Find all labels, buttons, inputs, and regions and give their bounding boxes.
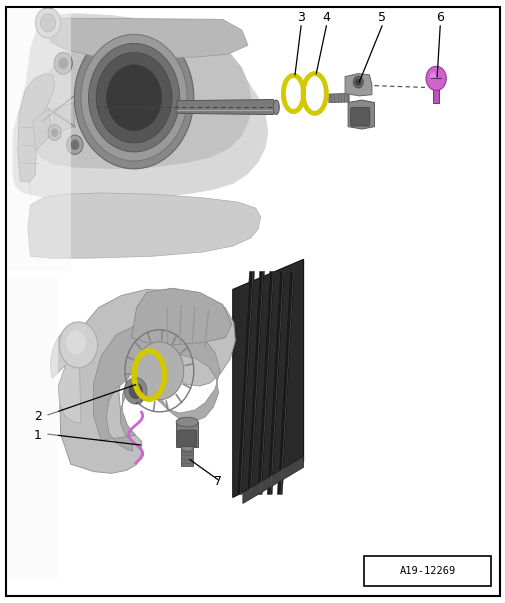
Polygon shape bbox=[347, 100, 374, 129]
Ellipse shape bbox=[273, 100, 279, 115]
Circle shape bbox=[352, 76, 363, 88]
Text: 7: 7 bbox=[213, 475, 221, 488]
Circle shape bbox=[135, 342, 183, 400]
Circle shape bbox=[58, 57, 68, 69]
Polygon shape bbox=[176, 422, 198, 447]
Circle shape bbox=[88, 43, 179, 152]
Polygon shape bbox=[53, 103, 75, 133]
Polygon shape bbox=[28, 193, 260, 258]
Polygon shape bbox=[50, 326, 81, 423]
Circle shape bbox=[48, 125, 61, 140]
Polygon shape bbox=[93, 321, 220, 451]
Polygon shape bbox=[177, 99, 275, 115]
Polygon shape bbox=[242, 456, 303, 504]
Circle shape bbox=[59, 322, 97, 368]
Polygon shape bbox=[8, 9, 71, 271]
Circle shape bbox=[70, 139, 79, 150]
Text: 2: 2 bbox=[34, 409, 42, 423]
Circle shape bbox=[429, 72, 435, 80]
Ellipse shape bbox=[176, 417, 198, 427]
Circle shape bbox=[74, 27, 193, 169]
Polygon shape bbox=[28, 30, 251, 199]
FancyBboxPatch shape bbox=[350, 107, 369, 126]
Polygon shape bbox=[257, 271, 274, 494]
Polygon shape bbox=[328, 93, 348, 103]
Polygon shape bbox=[60, 289, 235, 473]
Circle shape bbox=[96, 52, 172, 143]
Circle shape bbox=[54, 52, 72, 74]
Circle shape bbox=[40, 14, 56, 32]
Polygon shape bbox=[131, 288, 231, 345]
Polygon shape bbox=[181, 447, 193, 466]
Circle shape bbox=[106, 65, 162, 131]
Polygon shape bbox=[344, 74, 371, 96]
Polygon shape bbox=[232, 259, 303, 497]
Polygon shape bbox=[33, 109, 53, 151]
Text: 3: 3 bbox=[296, 11, 305, 24]
Polygon shape bbox=[50, 18, 247, 57]
Text: 4: 4 bbox=[322, 11, 330, 24]
Circle shape bbox=[66, 330, 86, 355]
Polygon shape bbox=[267, 271, 284, 494]
FancyBboxPatch shape bbox=[177, 430, 196, 447]
Polygon shape bbox=[236, 271, 254, 494]
Polygon shape bbox=[8, 277, 58, 579]
Text: 5: 5 bbox=[377, 11, 385, 24]
Polygon shape bbox=[13, 13, 268, 259]
Text: 1: 1 bbox=[34, 429, 42, 442]
Circle shape bbox=[35, 8, 61, 38]
Circle shape bbox=[425, 66, 445, 90]
Polygon shape bbox=[246, 271, 264, 494]
Text: A19-12269: A19-12269 bbox=[398, 566, 455, 576]
FancyBboxPatch shape bbox=[364, 556, 490, 586]
Circle shape bbox=[124, 377, 146, 404]
Polygon shape bbox=[432, 86, 438, 103]
Circle shape bbox=[355, 78, 361, 86]
Circle shape bbox=[51, 128, 58, 137]
Text: 6: 6 bbox=[435, 11, 443, 24]
Circle shape bbox=[81, 34, 187, 161]
Ellipse shape bbox=[181, 444, 193, 451]
Polygon shape bbox=[277, 271, 294, 494]
Polygon shape bbox=[18, 74, 55, 182]
Circle shape bbox=[129, 383, 142, 399]
Circle shape bbox=[67, 135, 83, 154]
